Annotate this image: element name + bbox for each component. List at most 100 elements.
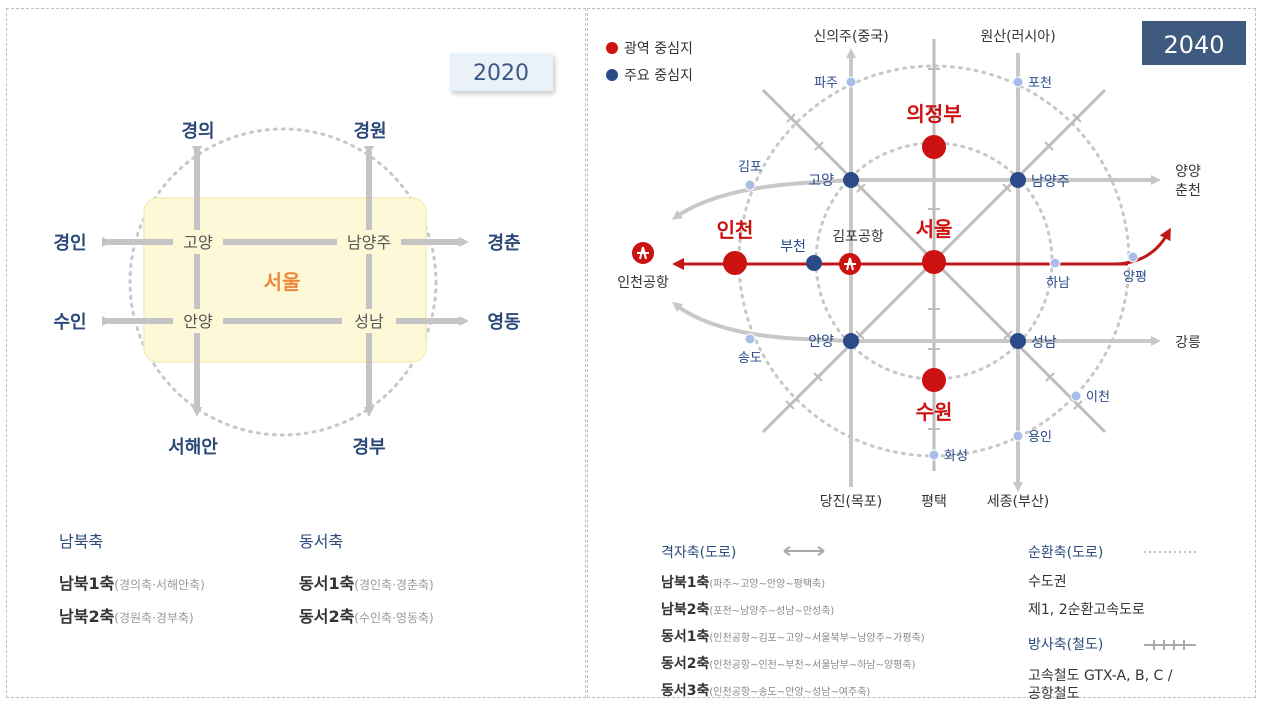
legend-ew2-name: 동서2축 [299, 607, 355, 626]
label-pocheon: 포천 [1028, 76, 1052, 91]
label-bucheon: 부천 [780, 239, 806, 255]
diagram-2020-panel: 2020 고양 남양주 안양 성남 서울 경의 경원 경인 수인 경춘 영동 서… [6, 8, 586, 698]
key-red-label: 광역 중심지 [624, 41, 693, 57]
legend-row-name: 동서1축 [661, 629, 710, 645]
label-uijeongbu: 의정부 [906, 102, 961, 126]
legend-row-name: 남북2축 [661, 602, 710, 618]
rail-line-east [934, 227, 1171, 266]
legend-radial-line2: 공항철도 [1028, 686, 1080, 702]
legend-row: 동서1축(인천공항~김포~고양~서울북부~남양주~가평축) [661, 626, 925, 646]
axis-label-suin: 수인 [53, 312, 86, 333]
label-goyang: 고양 [808, 173, 834, 189]
legend-ew2-detail: (수인축·영동축) [354, 611, 434, 625]
grid-road-axes [671, 48, 1161, 492]
node-anyang [843, 333, 859, 349]
legend-ew1-detail: (경인축·경춘축) [354, 578, 434, 592]
seoul-label-2020: 서울 [264, 270, 301, 294]
node-namyangju [1010, 172, 1026, 188]
year-label-2040: 2040 [1163, 31, 1224, 59]
node-seoul [922, 250, 946, 274]
legend-ns1: 남북1축(경의축·서해안축) [59, 570, 205, 594]
axis-label-seohaean: 서해안 [168, 437, 218, 458]
axis-label-gyeongwon: 경원 [353, 121, 386, 142]
node-suwon [922, 368, 946, 392]
legend-row-name: 남북1축 [661, 575, 710, 591]
label-gimpo: 김포 [738, 160, 762, 175]
axis-label-yeongdong: 영동 [487, 312, 520, 333]
ring-dotted [128, 127, 438, 437]
legend-row-detail: (인천공항~김포~고양~서울북부~남양주~가평축) [709, 633, 925, 644]
legend-row: 동서3축(인천공항~송도~안양~성남~여주축) [661, 680, 870, 700]
legend-ns2: 남북2축(경원축·경부축) [59, 603, 194, 627]
legend-row-name: 동서3축 [661, 683, 710, 699]
node-goyang: 고양 [183, 233, 213, 252]
legend-row-detail: (인천공항~인천~부천~서울남부~하남~양평축) [709, 660, 916, 671]
legend-row-detail: (파주~고양~안양~평택축) [709, 579, 826, 590]
end-sinuiju: 신의주(중국) [813, 29, 888, 45]
legend-ring-line1: 수도권 [1028, 574, 1067, 590]
label-suwon: 수원 [916, 400, 953, 424]
year-label-2020: 2020 [473, 61, 529, 86]
node-goyang [843, 172, 859, 188]
legend-ns1-name: 남북1축 [59, 574, 115, 593]
legend-radial-symbol [1144, 640, 1196, 650]
end-gangneung: 강릉 [1175, 335, 1201, 351]
diagram-2040-svg: 2040 광역 중심지 주요 중심지 [606, 21, 1246, 650]
legend-grid-symbol [783, 546, 825, 556]
legend-row-name: 동서2축 [661, 656, 710, 672]
legend-ns-title: 남북축 [59, 532, 104, 551]
legend-row-detail: (인천공항~송도~안양~성남~여주축) [709, 687, 871, 698]
label-icheon: 이천 [1086, 390, 1110, 405]
label-songdo: 송도 [738, 351, 762, 366]
label-paju: 파주 [814, 76, 838, 91]
legend-ew-title: 동서축 [299, 532, 344, 551]
legend-ew1: 동서1축(경인축·경춘축) [299, 570, 434, 594]
year-badge-2020 [450, 53, 553, 91]
axis-label-gyeongin: 경인 [53, 233, 86, 254]
key-blue-label: 주요 중심지 [624, 68, 693, 84]
legend-row: 남북1축(파주~고양~안양~평택축) [661, 572, 825, 592]
label-yangpyeong: 양평 [1123, 270, 1147, 285]
node-seongnam: 성남 [354, 312, 384, 331]
legend-ew1-name: 동서1축 [299, 574, 355, 593]
legend-ns2-name: 남북2축 [59, 607, 115, 626]
label-seongnam: 성남 [1031, 335, 1057, 351]
label-anyang: 안양 [808, 334, 834, 350]
axis-label-gyeongbu: 경부 [352, 437, 385, 458]
end-incheon-airport: 인천공항 [617, 275, 669, 291]
legend-radial-title: 방사축(철도) [1028, 637, 1104, 653]
legend-row: 동서2축(인천공항~인천~부천~서울남부~하남~양평축) [661, 653, 916, 673]
label-yongin: 용인 [1028, 430, 1052, 445]
label-hwaseong: 화성 [944, 449, 968, 464]
label-namyangju: 남양주 [1031, 174, 1070, 190]
label-seoul-2040: 서울 [916, 217, 953, 241]
node-uijeongbu [922, 135, 946, 159]
node-namyangju: 남양주 [347, 233, 391, 252]
end-chuncheon: 춘천 [1175, 183, 1201, 199]
label-hanam: 하남 [1046, 276, 1070, 291]
diagram-2020-svg: 2020 고양 남양주 안양 성남 서울 경의 경원 경인 수인 경춘 영동 서… [53, 53, 553, 458]
legend-ew2: 동서2축(수인축·영동축) [299, 603, 434, 627]
legend-ns2-detail: (경원축·경부축) [114, 611, 194, 625]
axis-label-gyeongui: 경의 [181, 121, 214, 142]
end-pyeongtaek: 평택 [921, 494, 947, 510]
minor-nodes [744, 76, 1139, 461]
legend-radial-line1: 고속철도 GTX-A, B, C / [1028, 668, 1173, 684]
end-sejong: 세종(부산) [987, 494, 1049, 510]
legend-ring-line2: 제1, 2순환고속도로 [1028, 602, 1145, 618]
node-anyang: 안양 [183, 312, 213, 331]
label-incheon: 인천 [717, 218, 754, 242]
diagram-2040-panel: 2040 광역 중심지 주요 중심지 [587, 8, 1256, 702]
label-gimpo-airport: 김포공항 [832, 229, 884, 245]
key-blue-dot [606, 69, 618, 81]
end-wonsan: 원산(러시아) [980, 29, 1055, 45]
axis-label-gyeongchun: 경춘 [487, 233, 520, 254]
legend-ring-title: 순환축(도로) [1028, 545, 1104, 561]
legend-row-detail: (포천~남양주~성남~안성축) [709, 606, 835, 617]
end-dangjin: 당진(목포) [820, 494, 882, 510]
end-yangyang: 양양 [1175, 164, 1201, 180]
legend-row: 남북2축(포천~남양주~성남~안성축) [661, 599, 834, 619]
node-incheon [723, 251, 747, 275]
legend-grid-title: 격자축(도로) [661, 545, 737, 561]
key-red-dot [606, 42, 618, 54]
